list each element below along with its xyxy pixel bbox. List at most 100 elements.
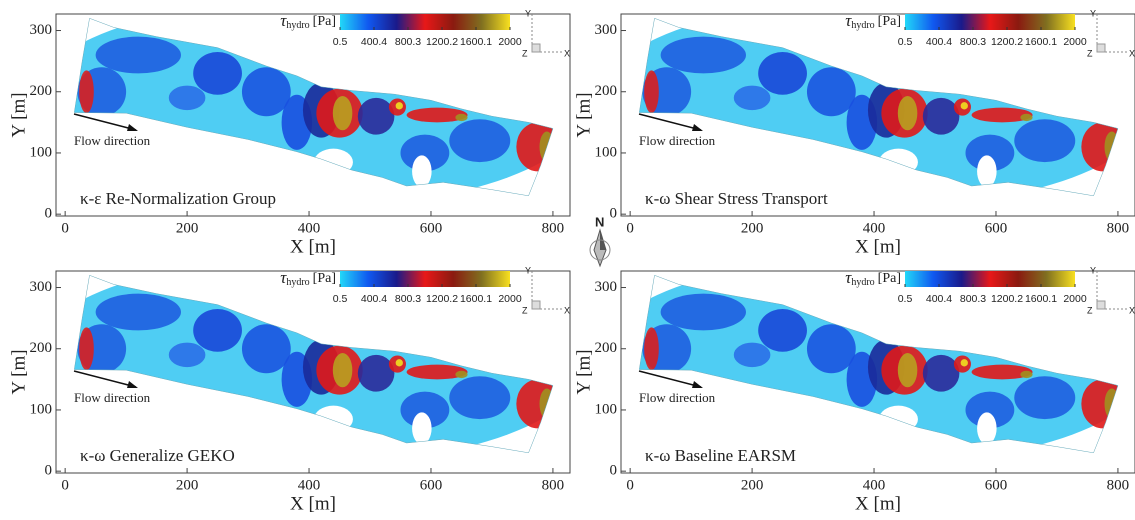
triad-label: X <box>564 48 570 58</box>
colorbar-tick-label: 400.4 <box>926 36 952 48</box>
colorbar-tick-label: 800.3 <box>395 36 421 48</box>
field-patch <box>971 364 1033 380</box>
triad-label: Z <box>1087 48 1093 58</box>
panel-label: κ-ω Shear Stress Transport <box>645 189 828 208</box>
field-patch <box>406 107 468 123</box>
annotation: Flow direction <box>74 390 151 405</box>
x-tick-label: 600 <box>420 477 443 493</box>
colorbar-title-part: τ <box>845 268 852 287</box>
y-tick-label: 0 <box>45 206 53 222</box>
colorbar-tick-label: 800.3 <box>960 293 986 305</box>
colorbar-tick-label: 400.4 <box>361 293 387 305</box>
annotation: Flow direction <box>639 390 716 405</box>
plot-frame <box>55 13 571 217</box>
annotation: Flow direction <box>639 133 716 148</box>
colorbar-title-part: τ <box>280 11 287 30</box>
compass-label: N <box>595 214 604 229</box>
field-patch <box>965 134 1015 172</box>
y-tick-label: 100 <box>595 401 618 417</box>
colorbar-title: τhydro [Pa] <box>845 11 901 31</box>
x-tick-label: 0 <box>626 220 634 236</box>
field-patch <box>1014 119 1076 163</box>
colorbar-title-part: hydro <box>851 277 874 288</box>
colorbar <box>905 14 1075 30</box>
field-patch <box>922 97 960 135</box>
colorbar-tick-label: 400.4 <box>361 36 387 48</box>
panel: 0 200 400 600 800 0 100 200 300 X [m] Y [m] κ-ω She… <box>573 8 1135 257</box>
colorbar-title-part: [Pa] <box>313 14 336 29</box>
triad-box <box>531 43 541 53</box>
x-tick-label: 0 <box>61 477 69 493</box>
flow-arrow <box>638 370 702 388</box>
plot-frame <box>55 270 571 474</box>
x-tick-label: 600 <box>985 220 1008 236</box>
x-tick-label: 400 <box>863 477 886 493</box>
x-tick-label: 800 <box>1107 477 1130 493</box>
field-patch <box>806 67 856 117</box>
field-patch <box>332 353 353 388</box>
colorbar-tick-label: 2000 <box>498 36 522 48</box>
colorbar-tick-label: 1200.2 <box>991 36 1023 48</box>
field-patch <box>449 119 511 163</box>
y-axis-title: Y [m] <box>573 92 594 137</box>
panel-label: κ-ε Re-Normalization Group <box>80 189 276 208</box>
field-patch <box>960 359 968 367</box>
colorbar-tick-label: 400.4 <box>926 293 952 305</box>
x-tick-label: 200 <box>176 220 199 236</box>
colorbar-tick-label: 1600.1 <box>1025 36 1057 48</box>
x-tick-label: 600 <box>420 220 443 236</box>
x-tick-label: 400 <box>863 220 886 236</box>
y-tick-label: 300 <box>595 22 618 38</box>
field-patch <box>168 85 206 111</box>
x-tick-label: 0 <box>626 477 634 493</box>
plot-frame <box>620 13 1135 217</box>
y-tick-label: 0 <box>45 463 53 479</box>
field-patch <box>1020 113 1033 122</box>
x-tick-label: 800 <box>1107 220 1130 236</box>
field-patch <box>733 85 771 111</box>
field-patch <box>449 376 511 420</box>
field-patch <box>79 70 94 114</box>
field-patch <box>455 370 468 379</box>
field-patch <box>922 354 960 392</box>
field-patch <box>241 67 291 117</box>
y-tick-label: 300 <box>595 279 618 295</box>
x-axis-title: X [m] <box>855 493 901 514</box>
field-patch <box>95 36 181 74</box>
field-patch <box>897 96 918 131</box>
panel: 0 200 400 600 800 0 100 200 300 X [m] Y [m] κ-ω Bas… <box>573 265 1135 514</box>
triad-label: Y <box>525 8 531 18</box>
flow-arrow-head <box>127 124 138 131</box>
y-tick-label: 0 <box>610 463 618 479</box>
dry-area <box>313 405 353 433</box>
triad-label: Y <box>1090 8 1096 18</box>
triad-box <box>531 300 541 310</box>
dry-area <box>313 148 353 176</box>
field-patch <box>193 308 242 352</box>
field-patch <box>644 327 659 371</box>
panel: 0 200 400 600 800 0 100 200 300 X [m] Y [m] κ-ε Re-… <box>8 8 571 257</box>
y-tick-label: 100 <box>30 401 53 417</box>
field-patch <box>406 364 468 380</box>
y-axis-title: Y [m] <box>573 349 594 394</box>
field-patch <box>971 107 1033 123</box>
field-patch <box>660 36 746 74</box>
flow-arrow-head <box>127 381 138 388</box>
field-patch <box>241 324 291 374</box>
triad-label: Y <box>1090 265 1096 275</box>
colorbar-title: τhydro [Pa] <box>845 268 901 288</box>
colorbar <box>905 271 1075 287</box>
dry-area <box>878 405 918 433</box>
y-tick-label: 200 <box>595 340 618 356</box>
x-tick-label: 800 <box>542 220 565 236</box>
flow-arrow <box>73 370 137 388</box>
triad-box <box>1096 43 1106 53</box>
colorbar-tick-label: 1200.2 <box>426 293 458 305</box>
triad-label: Z <box>1087 305 1093 315</box>
triad-label: Z <box>522 305 528 315</box>
flow-arrow <box>73 113 137 131</box>
field-patch <box>357 354 395 392</box>
field-patch <box>357 97 395 135</box>
x-tick-label: 400 <box>298 220 321 236</box>
colorbar-tick-label: 800.3 <box>960 36 986 48</box>
